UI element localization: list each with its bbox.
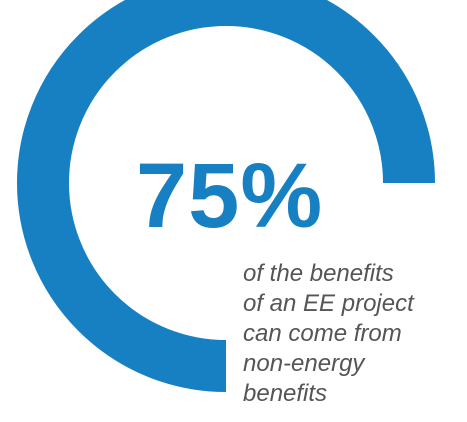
caption-line: of an EE project: [243, 290, 414, 317]
caption-line: benefits: [243, 380, 328, 407]
percentage-value: 75%: [136, 145, 324, 247]
caption-line: non-energy: [243, 350, 365, 377]
caption-text: of the benefits of an EE project can com…: [243, 259, 465, 409]
caption-line: of the benefits: [243, 260, 394, 287]
caption-line: can come from: [243, 320, 402, 347]
percentage-ring-arc: [17, 0, 435, 392]
